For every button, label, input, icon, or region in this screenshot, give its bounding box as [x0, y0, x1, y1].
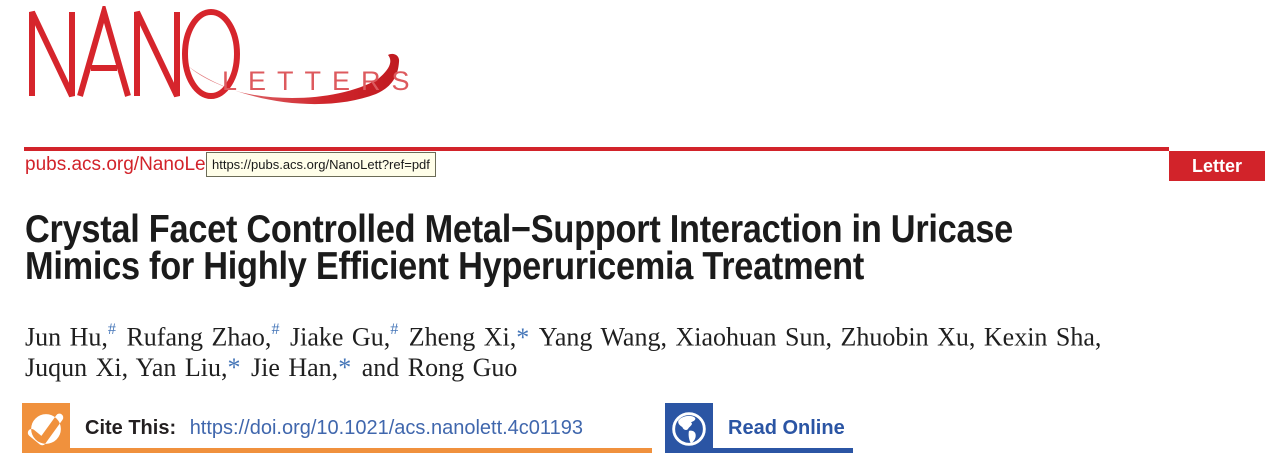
cite-this-text: Cite This: https://doi.org/10.1021/acs.n…	[85, 417, 583, 440]
corresponding-author-marker: *	[227, 352, 241, 382]
article-title-line1: Crystal Facet Controlled Metal−Support I…	[25, 208, 1013, 251]
url-tooltip: https://pubs.acs.org/NanoLett?ref=pdf	[206, 152, 436, 177]
author-name: Jun Hu,	[25, 322, 108, 352]
doi-link[interactable]: https://doi.org/10.1021/acs.nanolett.4c0…	[189, 416, 583, 439]
header-rule	[24, 147, 1169, 151]
article-title-line2: Mimics for Highly Efficient Hyperuricemi…	[25, 245, 865, 288]
author-line: Jun Hu,# Rufang Zhao,# Jiake Gu,# Zheng …	[25, 317, 1101, 353]
journal-url-link[interactable]: pubs.acs.org/NanoLett	[25, 154, 217, 175]
read-online-badge	[665, 403, 713, 453]
article-title: Crystal Facet Controlled Metal−Support I…	[25, 208, 1148, 288]
read-online-button[interactable]: Read Online	[665, 403, 845, 453]
equal-contribution-marker: #	[107, 320, 116, 338]
author-line: Juqun Xi, Yan Liu,* Jie Han,* and Rong G…	[25, 353, 1101, 383]
author-name: Jie Han,	[242, 352, 339, 382]
cite-this-bar[interactable]: Cite This: https://doi.org/10.1021/acs.n…	[22, 403, 583, 453]
article-type-badge: Letter	[1169, 151, 1265, 181]
globe-icon	[672, 412, 706, 446]
corresponding-author-marker: *	[516, 322, 530, 352]
author-name: Rufang Zhao,	[117, 322, 272, 352]
author-list: Jun Hu,# Rufang Zhao,# Jiake Gu,# Zheng …	[25, 317, 1101, 383]
read-online-label[interactable]: Read Online	[728, 416, 845, 439]
author-name: Jiake Gu,	[281, 322, 391, 352]
cite-this-label: Cite This:	[85, 416, 177, 439]
author-name: Yang Wang, Xiaohuan Sun, Zhuobin Xu, Kex…	[531, 322, 1102, 352]
equal-contribution-marker: #	[271, 320, 280, 338]
checkmark-icon	[27, 413, 64, 446]
nano-letters-logo: LETTERS	[29, 6, 419, 105]
read-online-underline	[713, 448, 853, 453]
logo-text-nano	[29, 6, 240, 99]
equal-contribution-marker: #	[390, 320, 399, 338]
author-name: Juqun Xi, Yan Liu,	[25, 352, 228, 382]
logo-text-letters: LETTERS	[222, 66, 419, 96]
cite-check-badge	[22, 403, 70, 453]
corresponding-author-marker: *	[338, 352, 352, 382]
author-name: Zheng Xi,	[400, 322, 517, 352]
cite-underline	[70, 448, 652, 453]
author-name: and Rong Guo	[353, 352, 518, 382]
